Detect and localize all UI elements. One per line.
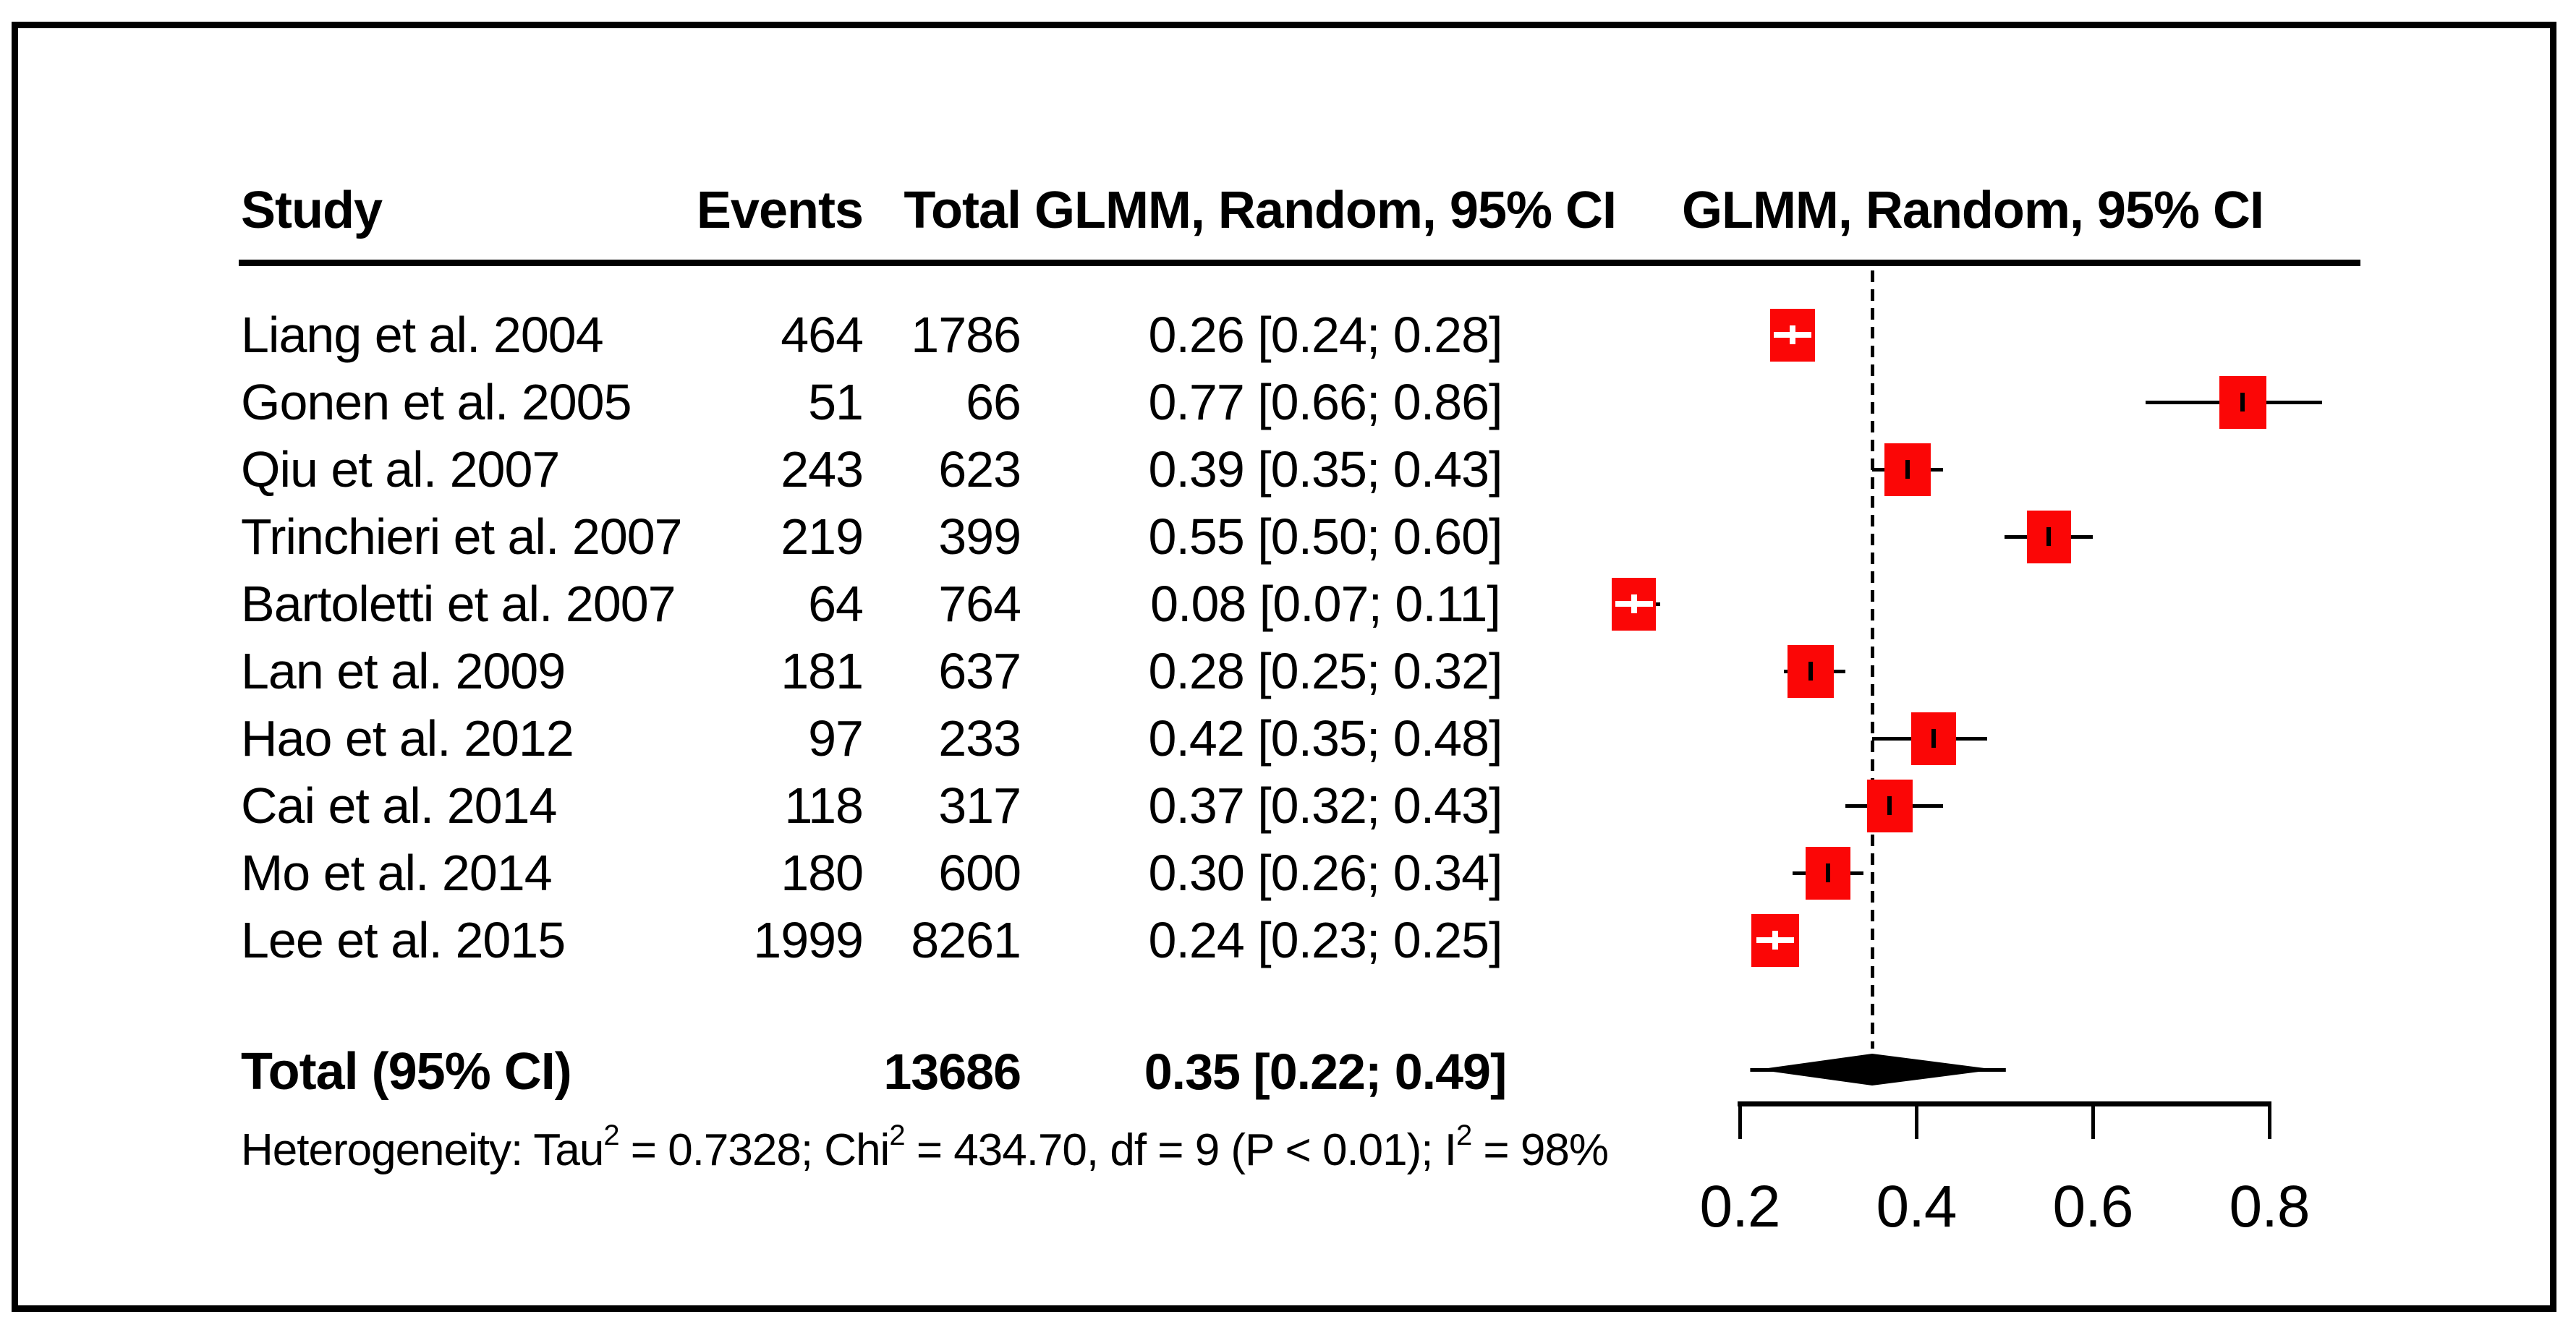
study-total: 1786 xyxy=(911,307,1021,363)
study-events: 97 xyxy=(808,710,864,767)
col-header-study: Study xyxy=(241,182,383,239)
estimate-tick xyxy=(1826,863,1830,882)
study-events: 51 xyxy=(808,374,864,430)
study-name: Lan et al. 2009 xyxy=(241,643,566,699)
study-total: 66 xyxy=(966,374,1021,430)
col-header-total: Total xyxy=(904,182,1021,239)
study-total: 399 xyxy=(938,508,1021,565)
figure-frame xyxy=(12,22,2556,1312)
x-axis-tick xyxy=(2267,1101,2271,1139)
study-name: Trinchieri et al. 2007 xyxy=(241,508,683,565)
x-axis-tick-label: 0.4 xyxy=(1876,1174,1957,1240)
study-ci-label: 0.77 [0.66; 0.86] xyxy=(1148,374,1503,430)
estimate-cross-vertical xyxy=(1772,931,1778,950)
study-name: Mo et al. 2014 xyxy=(241,845,553,901)
col-header-plot-ci: GLMM, Random, 95% CI xyxy=(1681,182,2264,239)
estimate-tick xyxy=(1905,460,1910,479)
reference-line xyxy=(1870,270,1874,1049)
x-axis-tick xyxy=(1914,1101,1918,1139)
study-name: Liang et al. 2004 xyxy=(241,307,604,363)
estimate-tick xyxy=(1887,796,1892,815)
estimate-cross-vertical xyxy=(1790,325,1796,344)
study-name: Gonen et al. 2005 xyxy=(241,374,632,430)
study-total: 600 xyxy=(938,845,1021,901)
study-events: 180 xyxy=(781,845,864,901)
x-axis-tick-label: 0.2 xyxy=(1699,1174,1781,1240)
study-ci-label: 0.42 [0.35; 0.48] xyxy=(1148,710,1503,767)
estimate-tick xyxy=(1808,662,1813,681)
study-name: Bartoletti et al. 2007 xyxy=(241,576,676,632)
estimate-cross-vertical xyxy=(1631,594,1637,613)
study-total: 8261 xyxy=(911,912,1021,968)
study-total: 623 xyxy=(938,441,1021,498)
study-name: Lee et al. 2015 xyxy=(241,912,566,968)
study-ci-label: 0.37 [0.32; 0.43] xyxy=(1148,777,1503,834)
study-name: Hao et al. 2012 xyxy=(241,710,574,767)
study-ci-label: 0.30 [0.26; 0.34] xyxy=(1148,845,1503,901)
study-events: 64 xyxy=(808,576,864,632)
total-row-total: 13686 xyxy=(883,1044,1021,1100)
x-axis-tick xyxy=(1738,1101,1742,1139)
superscript-2: 2 xyxy=(603,1119,619,1152)
heterogeneity-text: Heterogeneity: Tau2 = 0.7328; Chi2 = 434… xyxy=(241,1119,1609,1175)
x-axis-tick-label: 0.8 xyxy=(2229,1174,2311,1240)
study-events: 181 xyxy=(781,643,864,699)
col-header-effect-ci: GLMM, Random, 95% CI xyxy=(1034,182,1617,239)
study-ci-label: 0.28 [0.25; 0.32] xyxy=(1148,643,1503,699)
study-ci-label: 0.26 [0.24; 0.28] xyxy=(1148,307,1503,363)
study-total: 637 xyxy=(938,643,1021,699)
study-ci-label: 0.24 [0.23; 0.25] xyxy=(1148,912,1503,968)
estimate-tick xyxy=(2240,393,2245,411)
col-header-events: Events xyxy=(696,182,864,239)
study-events: 219 xyxy=(781,508,864,565)
superscript-2: 2 xyxy=(889,1119,905,1152)
study-events: 243 xyxy=(781,441,864,498)
x-axis-tick-label: 0.6 xyxy=(2052,1174,2134,1240)
study-name: Qiu et al. 2007 xyxy=(241,441,560,498)
study-name: Cai et al. 2014 xyxy=(241,777,557,834)
estimate-tick xyxy=(1931,729,1937,748)
study-ci-label: 0.08 [0.07; 0.11] xyxy=(1150,576,1501,632)
header-rule xyxy=(239,260,2360,266)
x-axis-line xyxy=(1738,1101,2271,1106)
study-ci-label: 0.39 [0.35; 0.43] xyxy=(1148,441,1503,498)
study-total: 233 xyxy=(938,710,1021,767)
estimate-tick xyxy=(2046,527,2051,546)
x-axis-tick xyxy=(2091,1101,2095,1139)
study-total: 317 xyxy=(938,777,1021,834)
study-events: 464 xyxy=(781,307,864,363)
study-ci-label: 0.55 [0.50; 0.60] xyxy=(1148,508,1503,565)
total-row-label: Total (95% CI) xyxy=(241,1043,572,1101)
superscript-2: 2 xyxy=(1455,1119,1472,1152)
study-events: 1999 xyxy=(753,912,864,968)
total-row-ci-label: 0.35 [0.22; 0.49] xyxy=(1144,1044,1508,1100)
study-events: 118 xyxy=(784,777,864,834)
study-total: 764 xyxy=(938,576,1021,632)
